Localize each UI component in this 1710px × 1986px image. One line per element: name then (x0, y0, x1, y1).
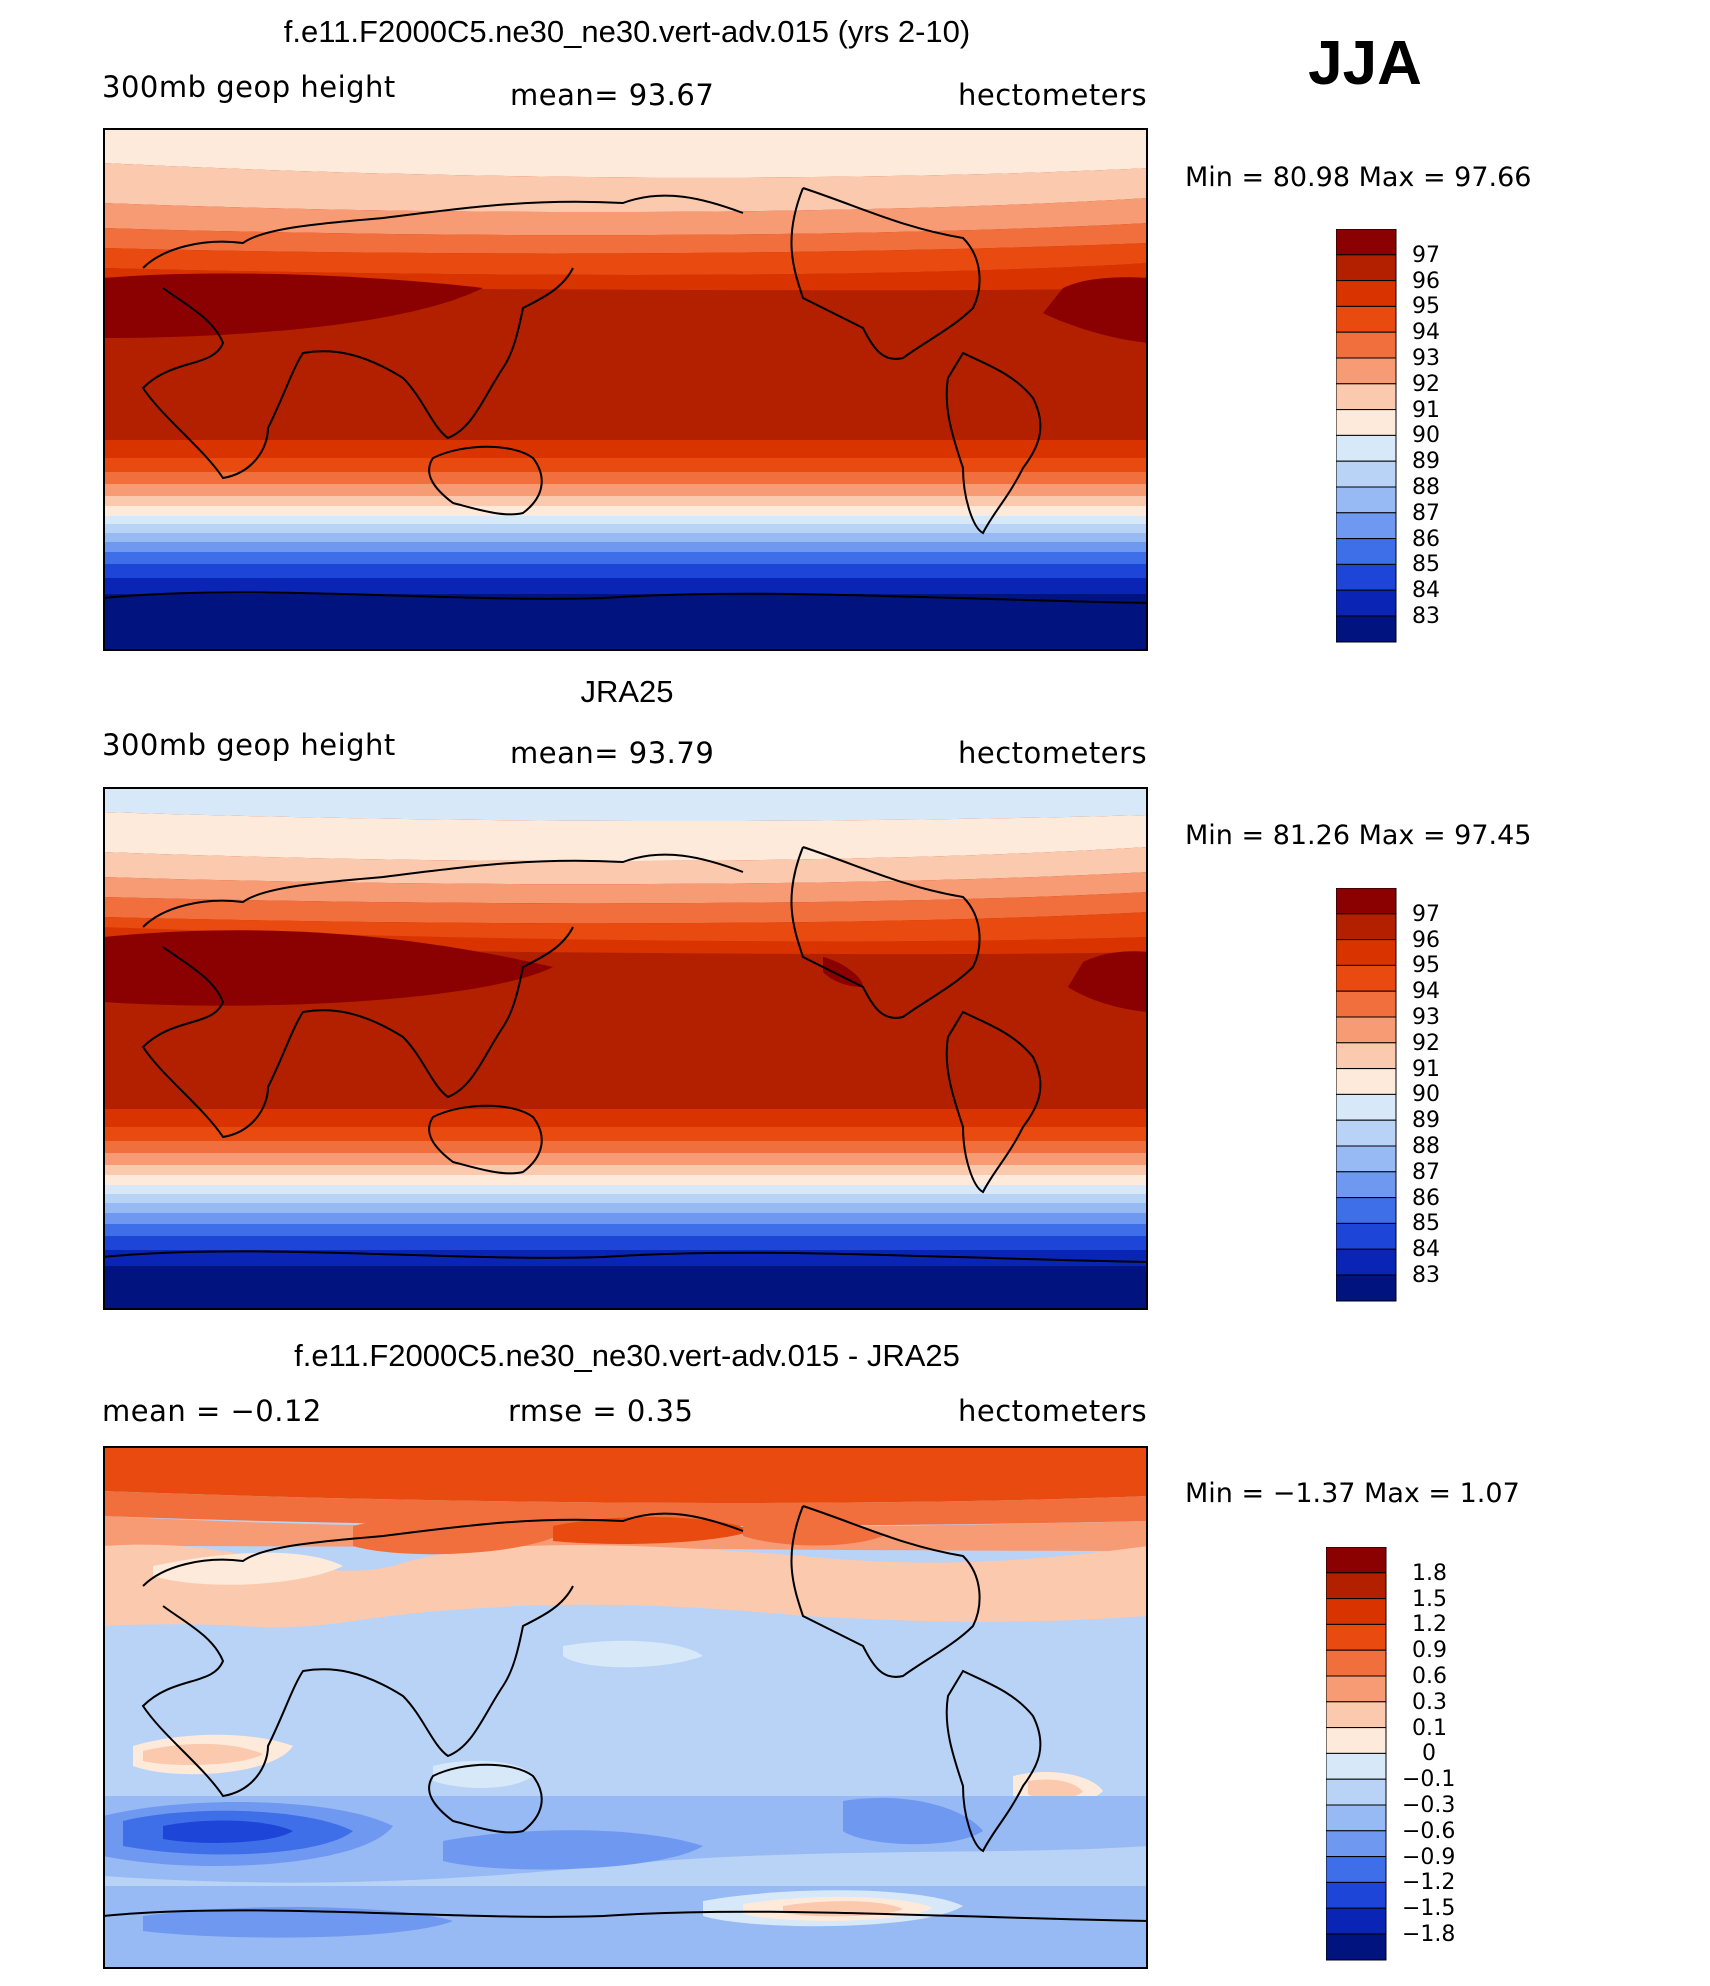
colorbar-label: 1.5 (1412, 1587, 1447, 1612)
min-max-obs: Min = 81.26 Max = 97.45 (1185, 820, 1532, 851)
colorbar-label: 87 (1412, 1160, 1440, 1185)
colorbar-label: 85 (1412, 552, 1440, 577)
season-label: JJA (1308, 29, 1422, 98)
variable-label-model: 300mb geop height (102, 70, 396, 104)
colorbar-label: −0.3 (1402, 1793, 1455, 1818)
rmse-label-diff: rmse = 0.35 (508, 1394, 694, 1428)
map-obs (103, 787, 1148, 1310)
panel-title-diff: f.e11.F2000C5.ne30_ne30.vert-adv.015 - J… (294, 1338, 960, 1373)
units-label-diff: hectometers (958, 1394, 1148, 1428)
mean-label-diff: mean = −0.12 (102, 1394, 322, 1428)
colorbar-label: 86 (1412, 1186, 1440, 1211)
colorbar-label: 94 (1412, 320, 1440, 345)
colorbar-label: 83 (1412, 1263, 1440, 1288)
map-model (103, 128, 1148, 651)
colorbar-obs: 97 96 95 94 93 92 91 90 89 88 87 86 85 8… (1336, 888, 1456, 1302)
colorbar-label: 97 (1412, 902, 1440, 927)
colorbar-label: 0.9 (1412, 1638, 1447, 1663)
colorbar-label: −1.8 (1402, 1922, 1455, 1947)
colorbar-label: 96 (1412, 928, 1440, 953)
colorbar-label: 1.8 (1412, 1561, 1447, 1586)
colorbar-label: 85 (1412, 1211, 1440, 1236)
colorbar-label: 84 (1412, 578, 1440, 603)
units-label-obs: hectometers (958, 736, 1148, 770)
variable-label-obs: 300mb geop height (102, 728, 396, 762)
colorbar-label: 89 (1412, 449, 1440, 474)
colorbar-label: −1.5 (1402, 1896, 1455, 1921)
colorbar-label: 86 (1412, 527, 1440, 552)
colorbar-label: 93 (1412, 1005, 1440, 1030)
colorbar-label: −0.6 (1402, 1819, 1455, 1844)
colorbar-label: 0 (1422, 1741, 1436, 1766)
colorbar-label: 0.3 (1412, 1690, 1447, 1715)
units-label-model: hectometers (958, 78, 1148, 112)
mean-label-model: mean= 93.67 (510, 78, 715, 112)
colorbar-label: 92 (1412, 1031, 1440, 1056)
colorbar-label: 88 (1412, 475, 1440, 500)
colorbar-label: 1.2 (1412, 1612, 1447, 1637)
colorbar-label: 90 (1412, 1082, 1440, 1107)
colorbar-label: −0.1 (1402, 1767, 1455, 1792)
colorbar-label: 0.1 (1412, 1716, 1447, 1741)
min-max-model: Min = 80.98 Max = 97.66 (1185, 162, 1532, 193)
colorbar-label: 87 (1412, 501, 1440, 526)
colorbar-diff: 1.8 1.5 1.2 0.9 0.6 0.3 0.1 0 −0.1 −0.3 … (1326, 1547, 1466, 1961)
colorbar-label: 93 (1412, 346, 1440, 371)
mean-label-obs: mean= 93.79 (510, 736, 715, 770)
colorbar-label: 89 (1412, 1108, 1440, 1133)
colorbar-label: 84 (1412, 1237, 1440, 1262)
colorbar-label: 90 (1412, 423, 1440, 448)
colorbar-label: 92 (1412, 372, 1440, 397)
min-max-diff: Min = −1.37 Max = 1.07 (1185, 1478, 1520, 1509)
colorbar-label: −1.2 (1402, 1870, 1455, 1895)
colorbar-label: −0.9 (1402, 1845, 1455, 1870)
panel-title-model: f.e11.F2000C5.ne30_ne30.vert-adv.015 (yr… (283, 14, 971, 49)
map-diff (103, 1446, 1148, 1969)
colorbar-label: 97 (1412, 243, 1440, 268)
colorbar-label: 91 (1412, 398, 1440, 423)
colorbar-label: 88 (1412, 1134, 1440, 1159)
colorbar-label: 95 (1412, 294, 1440, 319)
colorbar-label: 83 (1412, 604, 1440, 629)
colorbar-label: 96 (1412, 269, 1440, 294)
colorbar-label: 0.6 (1412, 1664, 1447, 1689)
colorbar-model: 97 96 95 94 93 92 91 90 89 88 87 86 85 8… (1336, 229, 1456, 643)
panel-title-obs: JRA25 (580, 674, 674, 709)
colorbar-label: 91 (1412, 1057, 1440, 1082)
colorbar-label: 94 (1412, 979, 1440, 1004)
colorbar-label: 95 (1412, 953, 1440, 978)
